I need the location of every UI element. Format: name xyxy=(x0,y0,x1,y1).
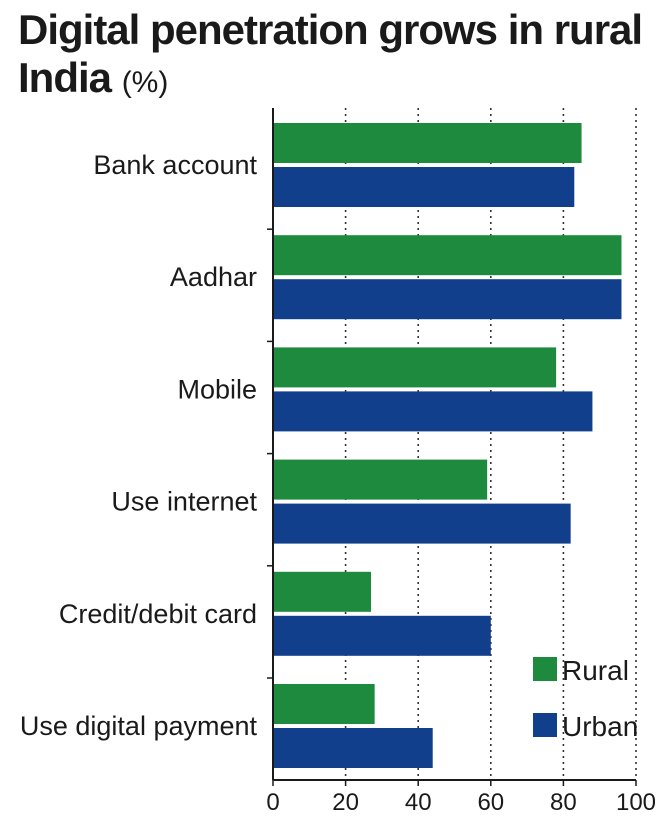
x-tick-label-20: 20 xyxy=(332,789,359,816)
bar-rural-5 xyxy=(273,684,375,724)
bar-rural-0 xyxy=(273,123,582,163)
bar-urban-4 xyxy=(273,615,491,656)
bar-urban-3 xyxy=(273,503,571,544)
category-label-4: Credit/debit card xyxy=(59,599,257,629)
bar-urban-5 xyxy=(273,728,433,768)
bar-urban-2 xyxy=(273,391,593,432)
x-tick-label-60: 60 xyxy=(477,789,504,816)
bar-rural-3 xyxy=(273,459,488,500)
x-tick-label-80: 80 xyxy=(550,789,577,816)
legend-swatch-urban xyxy=(533,713,557,737)
bar-urban-1 xyxy=(273,279,622,320)
bar-rural-4 xyxy=(273,571,372,612)
x-tick-label-0: 0 xyxy=(266,789,279,816)
category-label-1: Aadhar xyxy=(170,262,257,292)
bar-rural-1 xyxy=(273,235,622,276)
category-label-2: Mobile xyxy=(177,374,257,404)
legend-label-rural: Rural xyxy=(562,655,629,686)
legend-swatch-rural xyxy=(533,657,557,681)
bar-urban-0 xyxy=(273,167,575,207)
category-label-0: Bank account xyxy=(93,150,257,180)
chart-title: Digital penetration grows in rural India… xyxy=(18,6,648,107)
x-tick-label-40: 40 xyxy=(405,789,432,816)
category-label-5: Use digital payment xyxy=(20,711,258,741)
bar-rural-2 xyxy=(273,347,557,388)
x-tick-label-100: 100 xyxy=(616,789,656,816)
chart-title-unit: (%) xyxy=(121,66,169,99)
category-label-3: Use internet xyxy=(111,487,257,517)
chart-title-text: Digital penetration grows in rural India xyxy=(18,6,643,101)
legend-label-urban: Urban xyxy=(562,711,638,742)
